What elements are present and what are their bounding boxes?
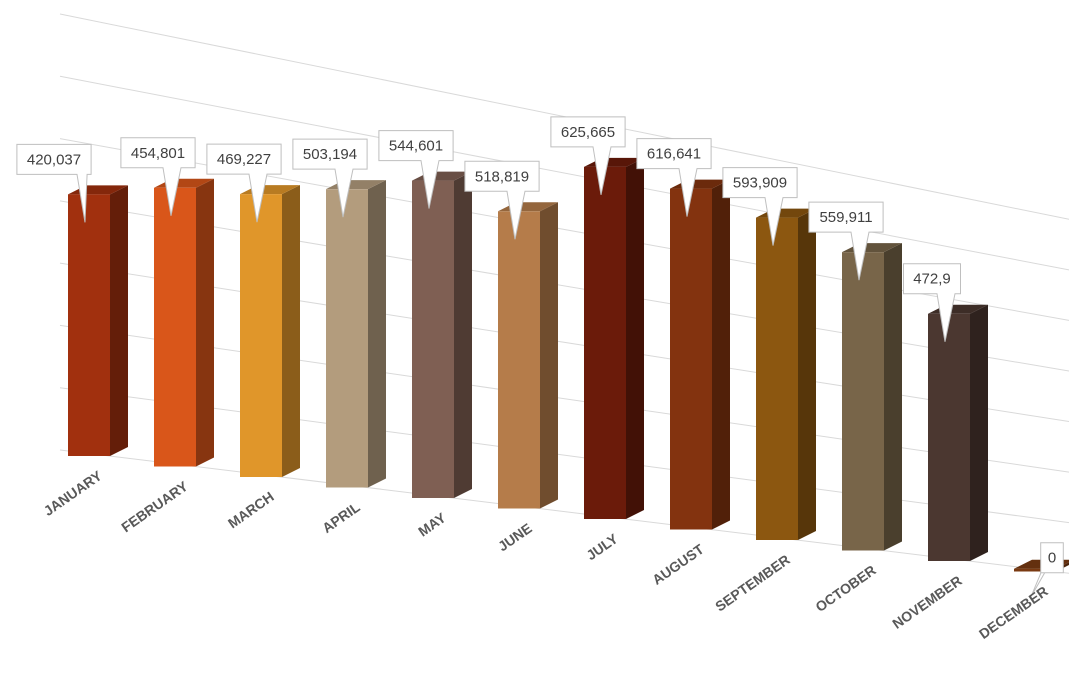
category-label: MAY xyxy=(415,509,449,540)
bar-front xyxy=(928,313,970,561)
data-label-callout xyxy=(1030,542,1064,597)
category-label: JANUARY xyxy=(41,467,106,519)
category-label: MARCH xyxy=(225,488,277,531)
category-label: NOVEMBER xyxy=(889,572,964,632)
data-label-value: 559,911 xyxy=(819,209,872,226)
bars xyxy=(68,157,1069,572)
data-label-value: 616,641 xyxy=(647,146,701,163)
bar-front xyxy=(240,194,282,477)
bar-side xyxy=(368,180,386,488)
bar-front xyxy=(326,189,368,488)
bar-side xyxy=(798,208,816,540)
data-label-value: 420,037 xyxy=(27,151,81,168)
bar-front xyxy=(756,217,798,540)
data-label-value: 0 xyxy=(1048,550,1056,567)
category-label: JUNE xyxy=(495,520,535,555)
category-label: JULY xyxy=(583,530,621,563)
bar-front xyxy=(412,180,454,498)
bar-front xyxy=(670,188,712,530)
bar-front xyxy=(498,211,540,509)
bar-side xyxy=(970,304,988,561)
data-label: 454,801 xyxy=(120,137,196,216)
data-label-callout xyxy=(120,137,196,216)
bar-may xyxy=(412,171,472,498)
data-label-value: 544,601 xyxy=(389,138,443,155)
bar-front xyxy=(842,252,884,551)
bar-september xyxy=(756,208,816,540)
bar-front xyxy=(1014,568,1056,572)
data-label-value: 593,909 xyxy=(733,175,787,192)
data-label: 625,665 xyxy=(550,116,626,195)
bar-side xyxy=(454,171,472,498)
data-label: 518,819 xyxy=(464,160,540,240)
data-label-callout xyxy=(903,263,961,342)
data-label: 559,911 xyxy=(808,201,884,281)
bar-side xyxy=(110,185,128,456)
bar-front xyxy=(584,166,626,520)
bar-august xyxy=(670,179,730,530)
bar-july xyxy=(584,157,644,520)
bar-side xyxy=(540,202,558,509)
data-label-value: 518,819 xyxy=(475,168,529,185)
data-label: 503,194 xyxy=(292,138,368,218)
category-label: FEBRUARY xyxy=(118,477,191,535)
bar-front xyxy=(68,194,110,456)
data-label-value: 503,194 xyxy=(303,146,357,163)
bar-front xyxy=(154,187,196,467)
bar-april xyxy=(326,180,386,488)
category-label: DECEMBER xyxy=(976,583,1051,642)
category-label: OCTOBER xyxy=(812,562,878,615)
data-label-callout xyxy=(378,130,454,209)
data-label: 0 xyxy=(1030,542,1064,597)
data-label: 420,037 xyxy=(16,143,92,223)
data-label-callout xyxy=(550,116,626,195)
data-label-value: 625,665 xyxy=(561,124,615,141)
data-label-callout xyxy=(808,201,884,281)
data-labels: 420,037 454,801 469,227 503,194 544,601 518,8… xyxy=(16,116,1064,597)
data-label: 472,9 xyxy=(903,263,961,342)
bar-side xyxy=(884,243,902,551)
data-label-callout xyxy=(464,160,540,240)
data-label-value: 472,9 xyxy=(913,271,951,288)
category-label: APRIL xyxy=(319,499,363,536)
data-label: 616,641 xyxy=(636,138,712,217)
data-label: 469,227 xyxy=(206,143,282,223)
bar-side xyxy=(626,157,644,520)
data-label-value: 454,801 xyxy=(131,145,185,162)
bar-side xyxy=(282,185,300,477)
category-label: SEPTEMBER xyxy=(712,551,793,614)
bar-march xyxy=(240,185,300,477)
data-label-callout xyxy=(636,138,712,217)
gridline xyxy=(59,449,1069,574)
bar-october xyxy=(842,243,902,551)
bar-side xyxy=(196,178,214,467)
gridline xyxy=(59,75,1069,271)
bar-january xyxy=(68,185,128,456)
bar-february xyxy=(154,178,214,467)
bar-side xyxy=(712,179,730,530)
bar-june xyxy=(498,202,558,509)
data-label-callout xyxy=(16,143,92,223)
data-label: 544,601 xyxy=(378,130,454,209)
data-label-callout xyxy=(722,167,798,246)
bar-november xyxy=(928,304,988,561)
data-label-callout xyxy=(206,143,282,223)
data-label-callout xyxy=(292,138,368,218)
data-label-value: 469,227 xyxy=(217,151,271,168)
data-label: 593,909 xyxy=(722,167,798,246)
category-label: AUGUST xyxy=(649,541,707,588)
